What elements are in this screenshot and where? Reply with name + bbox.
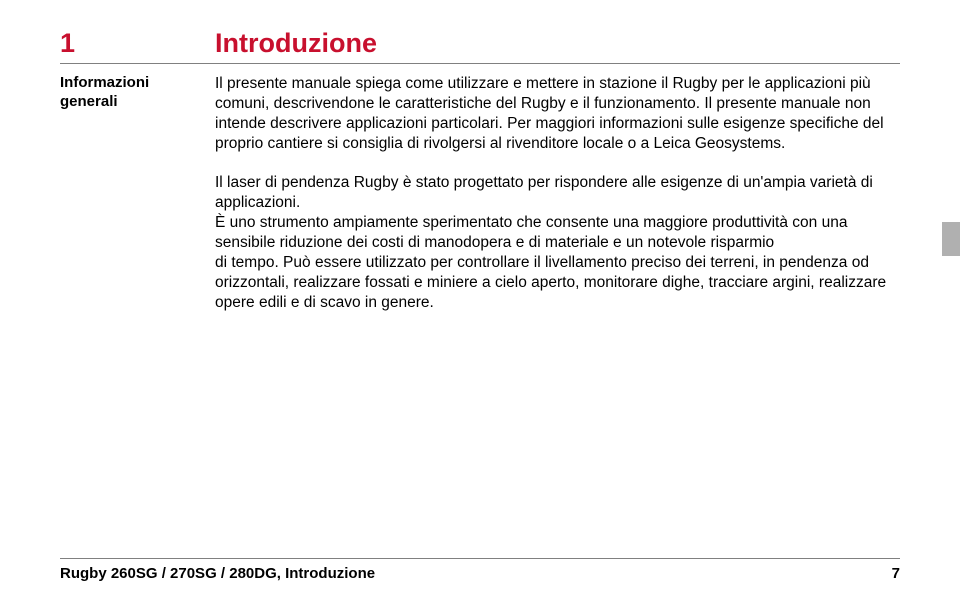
sidebar-label-line1: Informazioni bbox=[60, 74, 215, 93]
para2-line-b: È uno strumento ampiamente sperimentato … bbox=[215, 214, 847, 251]
chapter-number: 1 bbox=[60, 28, 215, 59]
page-edge-tab bbox=[942, 222, 960, 256]
footer-page-number: 7 bbox=[892, 565, 900, 582]
page-footer: Rugby 260SG / 270SG / 280DG, Introduzion… bbox=[60, 558, 900, 582]
para2-line-a: Il laser di pendenza Rugby è stato proge… bbox=[215, 174, 873, 211]
paragraph-1: Il presente manuale spiega come utilizza… bbox=[215, 74, 900, 155]
footer-left-text: Rugby 260SG / 270SG / 280DG, Introduzion… bbox=[60, 565, 375, 582]
sidebar-label-block: Informazioni generali bbox=[60, 74, 215, 332]
paragraph-2: Il laser di pendenza Rugby è stato proge… bbox=[215, 173, 900, 314]
chapter-header: 1 Introduzione bbox=[60, 28, 900, 64]
body-text: Il presente manuale spiega come utilizza… bbox=[215, 74, 900, 332]
sidebar-label-line2: generali bbox=[60, 93, 215, 112]
para2-line-c: di tempo. Può essere utilizzato per cont… bbox=[215, 254, 886, 311]
chapter-title: Introduzione bbox=[215, 28, 377, 59]
